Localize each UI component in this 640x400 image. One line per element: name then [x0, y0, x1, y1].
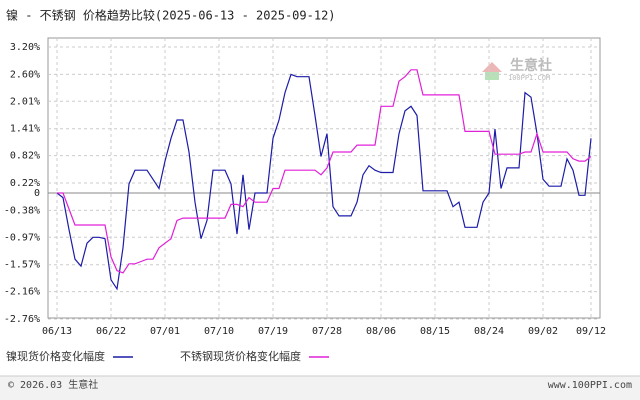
footer-left: © 2026.03 生意社 [8, 378, 98, 391]
x-tick-label: 06/13 [42, 326, 72, 337]
footer-bar [0, 376, 640, 400]
y-tick-label: 3.20% [10, 42, 40, 53]
y-tick-label: 2.60% [10, 69, 40, 80]
watermark: 生意社 [510, 57, 552, 74]
x-tick-label: 08/24 [474, 326, 504, 337]
x-tick-label: 07/10 [204, 326, 234, 337]
x-tick-label: 08/06 [366, 326, 396, 337]
y-tick-label: -1.57% [4, 260, 40, 271]
y-tick-label: 0 [34, 188, 40, 199]
series-line [56, 73, 592, 291]
legend-label: 镍现货价格变化幅度 [6, 349, 105, 363]
y-tick-label: 0.22% [10, 178, 40, 189]
y-tick-label: 0.82% [10, 151, 40, 162]
chart-title: 镍 - 不锈钢 价格趋势比较(2025-06-13 - 2025-09-12) [6, 8, 336, 23]
x-tick-label: 08/15 [420, 326, 450, 337]
legend-label: 不锈钢现货价格变化幅度 [180, 349, 301, 363]
x-tick-label: 09/02 [528, 326, 558, 337]
y-tick-label: -2.76% [4, 314, 40, 325]
x-tick-label: 06/22 [96, 326, 126, 337]
series-line [57, 69, 592, 274]
y-tick-label: -0.38% [4, 205, 40, 216]
x-tick-label: 07/01 [150, 326, 180, 337]
footer-right: www.100PPI.com [548, 380, 632, 391]
y-tick-label: 2.01% [10, 96, 40, 107]
watermark-logo [482, 62, 502, 80]
y-tick-label: -2.16% [4, 287, 40, 298]
y-tick-label: -0.97% [4, 232, 40, 243]
watermark-sub: 100PPI.COM [508, 74, 550, 82]
x-tick-label: 07/28 [312, 326, 342, 337]
x-tick-label: 09/12 [576, 326, 606, 337]
y-tick-label: 1.41% [10, 124, 40, 135]
x-tick-label: 07/19 [258, 326, 288, 337]
plot-frame [47, 37, 601, 319]
